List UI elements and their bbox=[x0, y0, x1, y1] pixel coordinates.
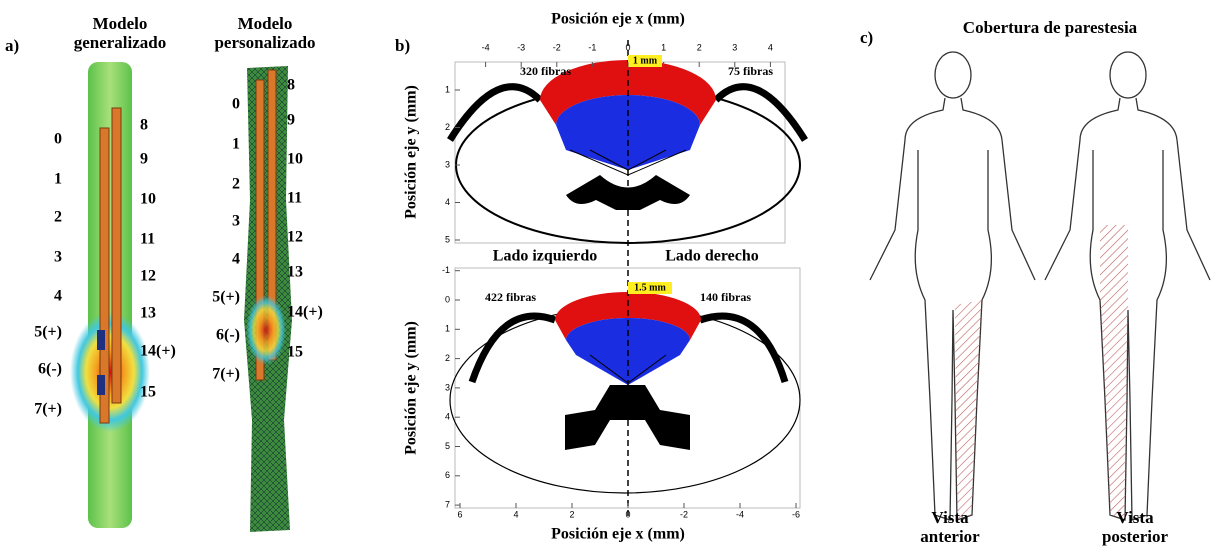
contact-label: 4 bbox=[54, 288, 62, 305]
contact-label: 13 bbox=[287, 264, 303, 281]
panel-label: a) bbox=[5, 36, 20, 55]
contact-label: 5(+) bbox=[34, 324, 62, 341]
y-tick-label: 2 bbox=[445, 122, 450, 132]
x-tick-label: -2 bbox=[553, 42, 561, 52]
contact-label: 9 bbox=[140, 151, 148, 168]
x-tick-label: 4 bbox=[768, 42, 773, 52]
contact-label: 9 bbox=[287, 112, 295, 129]
scale-label: 1 mm bbox=[633, 55, 658, 66]
x-tick-label: -3 bbox=[517, 42, 525, 52]
x-tick-label: 2 bbox=[697, 42, 702, 52]
y-tick-label: 1 bbox=[445, 84, 450, 94]
contact-label: 1 bbox=[54, 171, 62, 188]
x-tick-label: -1 bbox=[588, 42, 596, 52]
contact-label: 5(+) bbox=[212, 289, 240, 306]
contact-label: 3 bbox=[54, 249, 62, 266]
panel-label: b) bbox=[395, 36, 411, 55]
y-tick-label: 5 bbox=[445, 441, 450, 451]
scale-label: 1.5 mm bbox=[634, 282, 666, 293]
body-posterior bbox=[1044, 51, 1211, 521]
y-tick-label: 5 bbox=[445, 234, 450, 244]
contact-label: 8 bbox=[140, 117, 148, 134]
generalized-model bbox=[70, 62, 150, 528]
panel-title: Cobertura de parestesia bbox=[962, 18, 1138, 37]
scale-box bbox=[628, 282, 672, 294]
panel-label: c) bbox=[860, 28, 874, 47]
contact-label: 10 bbox=[287, 151, 303, 168]
contact-label: 0 bbox=[232, 96, 240, 113]
y-tick-label: 4 bbox=[445, 197, 450, 207]
contact-label: 7(+) bbox=[212, 366, 240, 383]
x-tick-label: -4 bbox=[736, 509, 744, 519]
y-tick-label: 6 bbox=[445, 470, 450, 480]
body-anterior bbox=[869, 51, 1036, 521]
x-tick-label: 1 bbox=[661, 42, 666, 52]
spinal-cord-bottom bbox=[449, 267, 801, 509]
contact-label: 15 bbox=[140, 384, 156, 401]
x-tick-label: 6 bbox=[457, 509, 462, 519]
y-tick-label: 3 bbox=[445, 159, 450, 169]
contact-label: 2 bbox=[232, 176, 240, 193]
contact-label: 11 bbox=[287, 190, 302, 207]
fiber-count: 422 fibras bbox=[485, 290, 536, 304]
y-axis-label: Posición eje y (mm) bbox=[403, 321, 420, 455]
x-tick-label: -6 bbox=[792, 509, 800, 519]
x-tick-label: -4 bbox=[482, 42, 490, 52]
contact-label: 14(+) bbox=[287, 304, 323, 321]
y-tick-label: 4 bbox=[445, 412, 450, 422]
contact-label: 13 bbox=[140, 305, 156, 322]
x-tick-label: 2 bbox=[569, 509, 574, 519]
x-axis-label: Posición eje x (mm) bbox=[551, 526, 685, 543]
fiber-count: 75 fibras bbox=[728, 64, 773, 78]
contact-label: 8 bbox=[287, 77, 295, 94]
side-label: Lado izquierdo bbox=[493, 248, 597, 265]
contact-label: 2 bbox=[54, 209, 62, 226]
x-tick-label: -2 bbox=[680, 509, 688, 519]
contact-label: 4 bbox=[232, 251, 240, 268]
model-title: Modelo personalizado bbox=[214, 14, 316, 52]
contact-label: 3 bbox=[232, 213, 240, 230]
side-label: Lado derecho bbox=[665, 248, 758, 265]
contact-label: 0 bbox=[54, 131, 62, 148]
y-tick-label: 2 bbox=[445, 353, 450, 363]
fiber-count: 140 fibras bbox=[700, 290, 751, 304]
y-tick-label: 0 bbox=[445, 294, 450, 304]
y-tick-label: -1 bbox=[442, 265, 450, 275]
contact-label: 1 bbox=[232, 136, 240, 153]
contact-label: 6(-) bbox=[216, 327, 240, 344]
personalized-model bbox=[244, 66, 292, 532]
contact-label: 15 bbox=[287, 344, 303, 361]
model-title: Modelo generalizado bbox=[73, 14, 167, 52]
x-axis-label: Posición eje x (mm) bbox=[551, 11, 685, 28]
x-tick-label: 0 bbox=[625, 509, 630, 519]
view-label: Vista anterior bbox=[920, 508, 980, 546]
contact-label: 6(-) bbox=[38, 361, 62, 378]
contact-label: 11 bbox=[140, 231, 155, 248]
view-label: Vista posterior bbox=[1101, 508, 1169, 546]
y-tick-label: 3 bbox=[445, 382, 450, 392]
y-axis-label: Posición eje y (mm) bbox=[403, 85, 420, 219]
scale-box bbox=[628, 55, 662, 67]
contact-label: 12 bbox=[287, 229, 303, 246]
x-tick-label: 4 bbox=[513, 509, 518, 519]
fiber-count: 320 fibras bbox=[520, 64, 571, 78]
y-tick-label: 7 bbox=[445, 499, 450, 509]
x-tick-label: 0 bbox=[625, 42, 630, 52]
contact-label: 12 bbox=[140, 268, 156, 285]
contact-label: 10 bbox=[140, 191, 156, 208]
contact-label: 14(+) bbox=[140, 343, 176, 360]
x-tick-label: 3 bbox=[732, 42, 737, 52]
contact-label: 7(+) bbox=[34, 401, 62, 418]
y-tick-label: 1 bbox=[445, 324, 450, 334]
